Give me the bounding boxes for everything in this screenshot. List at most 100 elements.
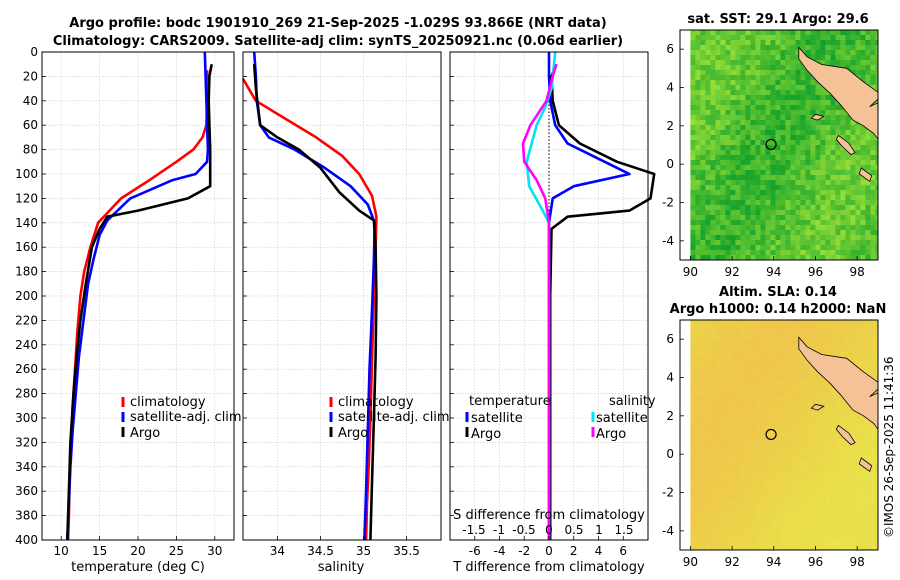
map-cell [835, 430, 841, 436]
map-cell [765, 420, 771, 426]
map-cell [785, 45, 791, 51]
map-cell [725, 60, 731, 66]
map-cell [780, 355, 786, 361]
map-cell [715, 460, 721, 466]
map-cell [750, 120, 756, 126]
map-cell [820, 460, 826, 466]
map-cell [870, 535, 876, 541]
map-cell [745, 380, 751, 386]
map-cell [700, 225, 706, 231]
map-cell [870, 30, 876, 36]
map-cell [850, 155, 856, 161]
map-cell [730, 240, 736, 246]
map-cell [850, 445, 856, 451]
map-cell [750, 490, 756, 496]
map-cell [700, 470, 706, 476]
map-cell [745, 335, 751, 341]
map-cell [875, 150, 878, 156]
map-cell [710, 210, 716, 216]
map-cell [715, 475, 721, 481]
map-cell [875, 30, 878, 36]
map-cell [835, 335, 841, 341]
map-cell [840, 410, 846, 416]
map-cell [780, 345, 786, 351]
map-cell [710, 465, 716, 471]
map-cell [770, 415, 776, 421]
map-cell [795, 440, 801, 446]
map-cell [775, 70, 781, 76]
map-cell [795, 135, 801, 141]
map-cell [730, 535, 736, 541]
map-cell [845, 490, 851, 496]
map-cell [790, 160, 796, 166]
map-cell [805, 390, 811, 396]
map-cell [820, 485, 826, 491]
map-cell [830, 175, 836, 181]
map-cell [705, 355, 711, 361]
map-cell [695, 325, 701, 331]
map-cell [850, 415, 856, 421]
map-cell [795, 35, 801, 41]
map-cell [805, 455, 811, 461]
map-cell [745, 210, 751, 216]
map-cell [835, 165, 841, 171]
legend-s-satellite: satellite [596, 411, 648, 426]
map-cell [805, 420, 811, 426]
map-cell [790, 425, 796, 431]
map-cell [785, 510, 791, 516]
map-cell [745, 120, 751, 126]
map-cell [785, 65, 791, 71]
map-cell [700, 535, 706, 541]
map-cell [770, 455, 776, 461]
map-cell [725, 325, 731, 331]
sst-map-panel: sat. SST: 29.1 Argo: 29.6 90 92 94 96 986420… [662, 12, 879, 279]
map-cell [845, 120, 851, 126]
map-cell [760, 40, 766, 46]
map-cell [845, 350, 851, 356]
map-cell [755, 400, 761, 406]
map-cell [760, 160, 766, 166]
map-cell [765, 455, 771, 461]
map-cell [745, 480, 751, 486]
map-cell [785, 35, 791, 41]
map-cell [845, 30, 851, 36]
map-cell [775, 155, 781, 161]
map-cell [695, 190, 701, 196]
map-cell [805, 220, 811, 226]
map-cell [700, 530, 706, 536]
map-cell [700, 455, 706, 461]
map-cell [750, 440, 756, 446]
map-cell [720, 480, 726, 486]
map-cell [780, 385, 786, 391]
map-cell [715, 180, 721, 186]
map-cell [845, 60, 851, 66]
map-cell [805, 535, 811, 541]
map-cell [760, 360, 766, 366]
map-cell [870, 145, 876, 151]
map-cell [835, 330, 841, 336]
map-cell [730, 75, 736, 81]
map-cell [855, 170, 861, 176]
map-cell [705, 115, 711, 121]
map-cell [735, 455, 741, 461]
map-cell [805, 230, 811, 236]
map-cell [830, 210, 836, 216]
map-cell [725, 170, 731, 176]
map-cell [700, 430, 706, 436]
map-cell [710, 115, 716, 121]
map-cell [755, 415, 761, 421]
map-cell [770, 490, 776, 496]
map-cell [735, 185, 741, 191]
map-cell [780, 115, 786, 121]
map-cell [715, 390, 721, 396]
map-cell [745, 155, 751, 161]
map-cell [745, 230, 751, 236]
map-cell [810, 510, 816, 516]
map-cell [785, 115, 791, 121]
map-cell [725, 355, 731, 361]
map-cell [790, 105, 796, 111]
map-cell [765, 100, 771, 106]
map-cell [765, 240, 771, 246]
map-cell [875, 240, 878, 246]
map-cell [690, 340, 696, 346]
